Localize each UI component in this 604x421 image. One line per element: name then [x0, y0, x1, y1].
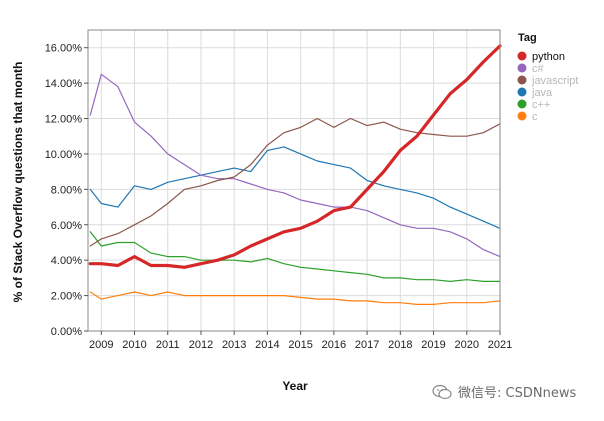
y-tick-label: 16.00% [45, 43, 83, 55]
x-tick-label: 2017 [355, 339, 379, 351]
legend-marker [517, 63, 527, 73]
series-line-java [89, 146, 501, 229]
y-tick-label: 8.00% [51, 184, 82, 196]
x-axis: 2009 2010 2011 2012 2013 2014 2015 2016 2017 2018… [89, 331, 512, 351]
plot-frame [87, 29, 501, 332]
x-tick-label: 2012 [189, 339, 213, 351]
watermark: 微信号: CSDNnews [432, 382, 576, 401]
y-axis-title: % of Stack Overflow questions that month [11, 62, 25, 303]
plot-border [87, 29, 501, 332]
x-tick-label: 2013 [222, 339, 246, 351]
legend-marker [517, 111, 527, 121]
y-tick-label: 10.00% [45, 149, 83, 161]
series-line-python [88, 44, 502, 269]
legend-label: c# [532, 63, 545, 75]
x-tick-label: 2011 [156, 339, 180, 351]
series-line-cplusplus [89, 231, 501, 282]
y-axis: 0.00% 2.00% 4.00% 6.00% 8.00% 10.00% 12.00% 14.… [45, 43, 88, 338]
x-tick-label: 2019 [421, 339, 445, 351]
x-tick-label: 2014 [255, 339, 279, 351]
legend-marker [517, 51, 527, 61]
x-tick-label: 2018 [388, 339, 412, 351]
y-tick-label: 12.00% [45, 114, 83, 126]
legend-label: java [531, 87, 553, 99]
y-tick-label: 0.00% [51, 326, 82, 338]
series-line-c [89, 291, 501, 305]
x-axis-title: Year [282, 379, 308, 393]
wechat-icon [432, 384, 452, 399]
y-tick-label: 6.00% [51, 220, 82, 232]
x-tick-label: 2016 [322, 339, 346, 351]
legend-title: Tag [518, 32, 537, 44]
y-tick-label: 2.00% [51, 291, 82, 303]
legend-marker [517, 99, 527, 109]
x-tick-label: 2021 [488, 339, 512, 351]
x-tick-label: 2009 [89, 339, 113, 351]
y-tick-label: 4.00% [51, 255, 82, 267]
legend-label: c++ [532, 99, 550, 111]
legend-label: python [532, 51, 565, 63]
x-tick-label: 2015 [288, 339, 312, 351]
legend-label: c [532, 111, 538, 123]
x-tick-label: 2020 [455, 339, 479, 351]
y-tick-label: 14.00% [45, 78, 83, 90]
watermark-text: 微信号: CSDNnews [458, 386, 577, 401]
chart-grid [88, 30, 501, 332]
chart-series [88, 44, 502, 305]
x-tick-label: 2010 [122, 339, 146, 351]
legend-label: javascript [531, 75, 578, 87]
legend-marker [517, 75, 527, 85]
legend-marker [517, 87, 527, 97]
series-line-javascript [89, 117, 501, 247]
series-line-csharp [89, 73, 501, 258]
